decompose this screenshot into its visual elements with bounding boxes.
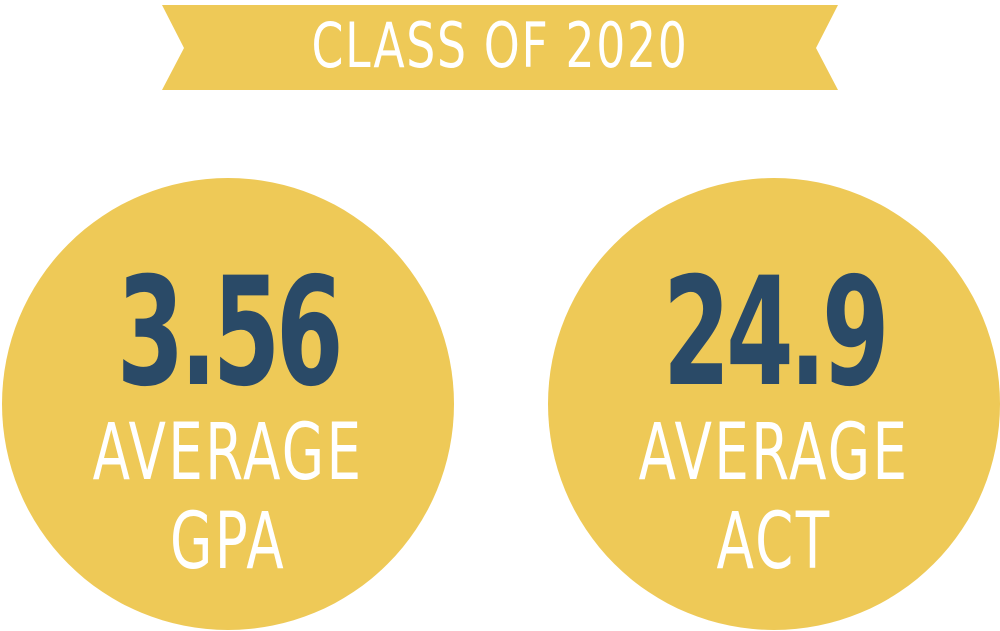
gpa-label-line1: AVERAGE: [92, 408, 364, 498]
gpa-label-line2: GPA: [169, 497, 286, 587]
act-value: 24.9: [662, 246, 890, 420]
act-stat-circle: 24.9 AVERAGE ACT: [548, 178, 1000, 630]
act-label-line2: ACT: [716, 497, 832, 587]
class-banner: CLASS OF 2020: [0, 0, 1000, 100]
gpa-stat-circle: 3.56 AVERAGE GPA: [2, 178, 454, 630]
banner-title: CLASS OF 2020: [311, 9, 689, 82]
gpa-value: 3.56: [116, 246, 344, 420]
act-label-line1: AVERAGE: [638, 408, 910, 498]
ribbon-shape: [162, 5, 838, 90]
